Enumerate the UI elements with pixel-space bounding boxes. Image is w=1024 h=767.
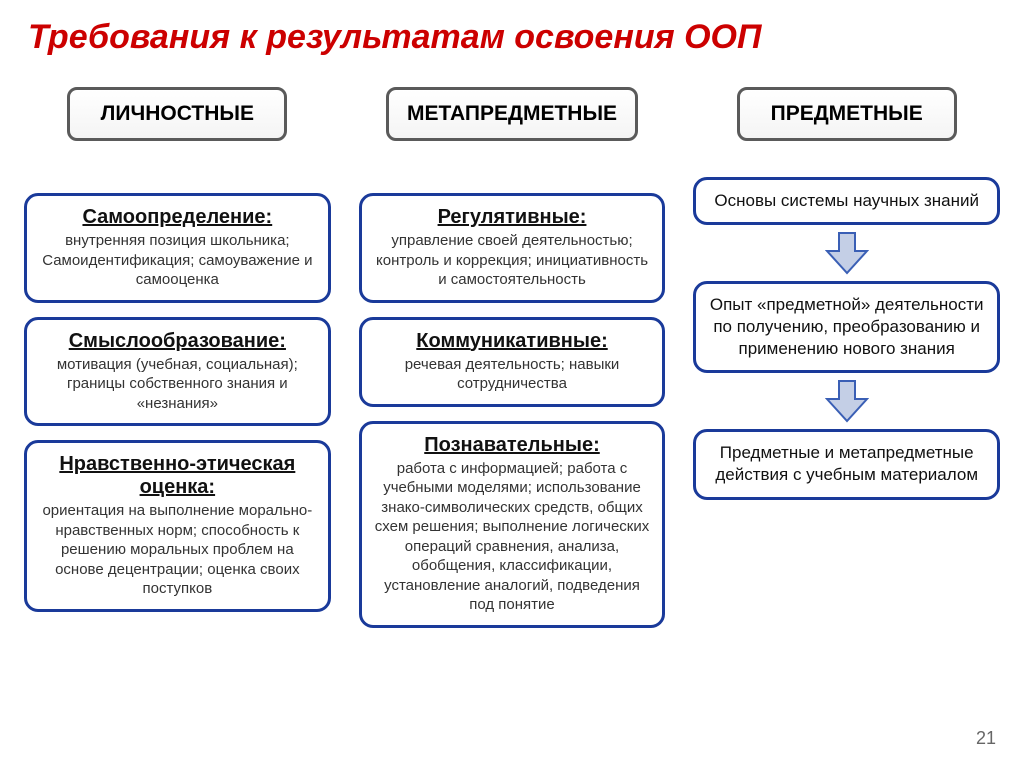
column-subject: ПРЕДМЕТНЫЕ Основы системы научных знаний… bbox=[693, 87, 1000, 500]
card-meaning-formation: Смыслообразование: мотивация (учебная, с… bbox=[24, 317, 331, 427]
card-body: Предметные и метапредметные действия с у… bbox=[708, 442, 985, 486]
card-body: работа с информацией; работа с учебными … bbox=[374, 459, 651, 615]
card-self-determination: Самоопределение: внутренняя позиция школ… bbox=[24, 193, 331, 303]
card-actions-material: Предметные и метапредметные действия с у… bbox=[693, 429, 1000, 499]
arrow-down-icon bbox=[825, 379, 869, 423]
card-regulative: Регулятивные: управление своей деятельно… bbox=[359, 193, 666, 303]
column-metasubject: МЕТАПРЕДМЕТНЫЕ Регулятивные: управление … bbox=[359, 87, 666, 628]
card-title: Регулятивные: bbox=[374, 206, 651, 229]
page-title: Требования к результатам освоения ООП bbox=[0, 0, 1024, 57]
card-body: Основы системы научных знаний bbox=[708, 190, 985, 212]
header-personal: ЛИЧНОСТНЫЕ bbox=[67, 87, 287, 141]
card-communicative: Коммуникативные: речевая деятельность; н… bbox=[359, 317, 666, 407]
card-body: речевая деятельность; навыки сотрудничес… bbox=[374, 355, 651, 394]
card-title: Нравственно-этическая оценка: bbox=[39, 453, 316, 499]
card-subject-activity: Опыт «предметной» деятельности по получе… bbox=[693, 281, 1000, 373]
header-subject: ПРЕДМЕТНЫЕ bbox=[737, 87, 957, 141]
card-body: внутренняя позиция школьника; Самоиденти… bbox=[39, 231, 316, 290]
card-title: Самоопределение: bbox=[39, 206, 316, 229]
card-title: Смыслообразование: bbox=[39, 330, 316, 353]
card-scientific-basis: Основы системы научных знаний bbox=[693, 177, 1000, 225]
card-body: мотивация (учебная, социальная); границы… bbox=[39, 355, 316, 414]
header-metasubject: МЕТАПРЕДМЕТНЫЕ bbox=[386, 87, 638, 141]
card-title: Познавательные: bbox=[374, 434, 651, 457]
card-body: ориентация на выполнение морально-нравст… bbox=[39, 501, 316, 599]
arrow-down-icon bbox=[825, 231, 869, 275]
card-body: Опыт «предметной» деятельности по получе… bbox=[708, 294, 985, 360]
card-body: управление своей деятельностью; контроль… bbox=[374, 231, 651, 290]
diagram-columns: ЛИЧНОСТНЫЕ Самоопределение: внутренняя п… bbox=[0, 57, 1024, 628]
card-moral-ethical: Нравственно-этическая оценка: ориентация… bbox=[24, 440, 331, 612]
card-cognitive: Познавательные: работа с информацией; ра… bbox=[359, 421, 666, 628]
card-title: Коммуникативные: bbox=[374, 330, 651, 353]
page-number: 21 bbox=[976, 728, 996, 749]
column-personal: ЛИЧНОСТНЫЕ Самоопределение: внутренняя п… bbox=[24, 87, 331, 612]
